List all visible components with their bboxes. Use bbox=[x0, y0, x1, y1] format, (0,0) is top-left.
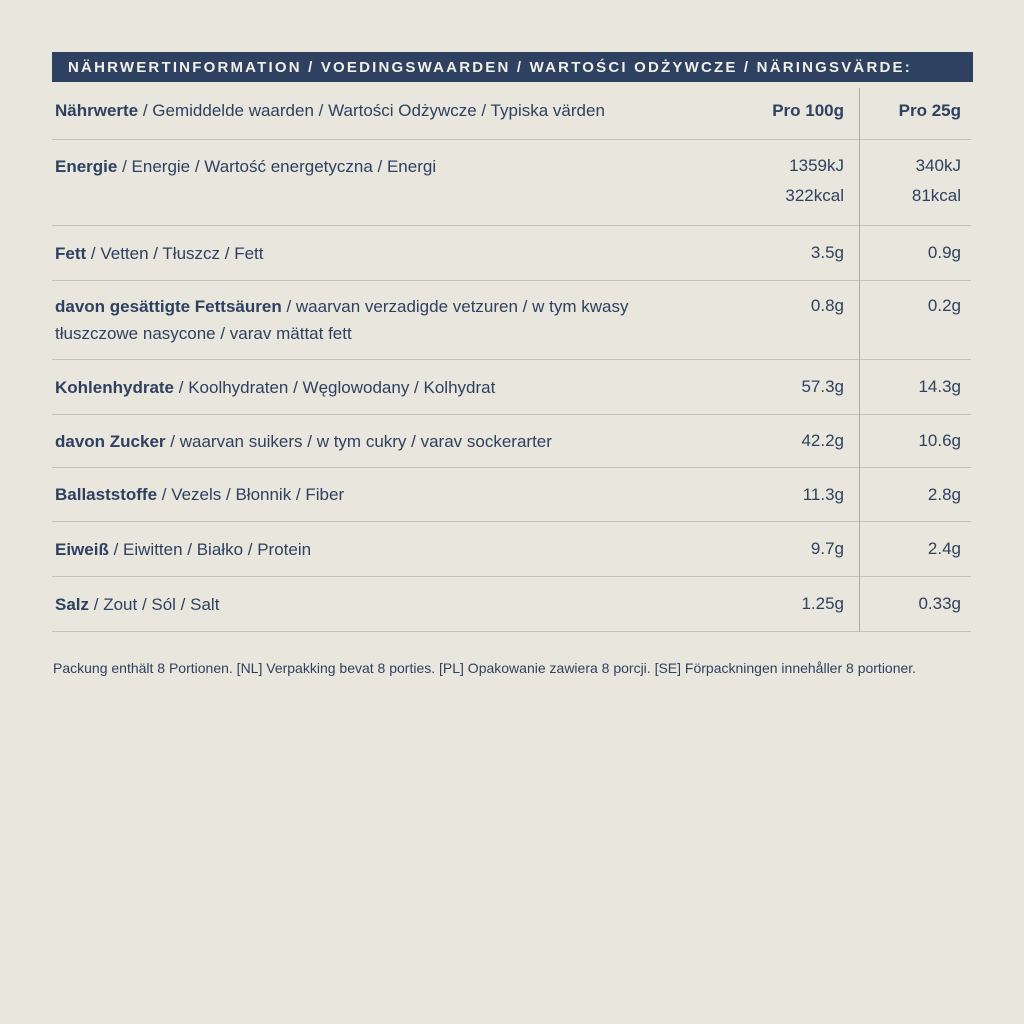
table-row: Energie / Energie / Wartość energetyczna… bbox=[52, 140, 971, 226]
value-per-25g: 2.8g bbox=[927, 484, 961, 504]
table-header-row: Nährwerte / Gemiddelde waarden / Wartośc… bbox=[52, 82, 971, 140]
table-row: Eiweiß / Eiwitten / Białko / Protein 9.7g… bbox=[52, 522, 971, 577]
header-term: Nährwerte bbox=[55, 101, 139, 120]
value-per-25g: 10.6g bbox=[918, 431, 961, 450]
nutrient-label: Kohlenhydrate / Koolhydraten / Węglowoda… bbox=[55, 377, 496, 397]
nutrient-label: davon gesättigte Fettsäuren / waarvan ve… bbox=[55, 297, 629, 343]
value-per-100g: 1359kJ 322kcal bbox=[785, 156, 844, 205]
table-row: davon Zucker / waarvan suikers / w tym c… bbox=[52, 415, 971, 468]
title-bar-text: NÄHRWERTINFORMATION / VOEDINGSWAARDEN / … bbox=[68, 58, 912, 76]
nutrient-label: Eiweiß / Eiwitten / Białko / Protein bbox=[55, 539, 312, 559]
nutrient-label: davon Zucker / waarvan suikers / w tym c… bbox=[55, 431, 552, 451]
value-per-100g: 9.7g bbox=[810, 539, 844, 558]
nutrient-label: Ballaststoffe / Vezels / Błonnik / Fiber bbox=[55, 485, 345, 504]
value-per-25g: 0.9g bbox=[927, 243, 961, 262]
value-per-100g: 57.3g bbox=[801, 377, 844, 396]
table-row: davon gesättigte Fettsäuren / waarvan ve… bbox=[52, 281, 971, 360]
value-per-25g: 0.33g bbox=[918, 594, 961, 613]
value-per-25g: 0.2g bbox=[927, 296, 961, 315]
table-row: Salz / Zout / Sól / Salt 1.25g 0.33g bbox=[52, 577, 971, 632]
value-per-25g: 340kJ 81kcal bbox=[911, 156, 961, 205]
column-divider bbox=[859, 88, 860, 632]
nutrient-label: Energie / Energie / Wartość energetyczna… bbox=[55, 157, 437, 176]
value-per-25g: 2.4g bbox=[927, 539, 961, 558]
nutrient-label: Salz / Zout / Sól / Salt bbox=[55, 594, 220, 614]
title-bar: NÄHRWERTINFORMATION / VOEDINGSWAARDEN / … bbox=[52, 52, 973, 82]
nutrition-table: Nährwerte / Gemiddelde waarden / Wartośc… bbox=[52, 82, 971, 632]
table-row: Fett / Vetten / Tłuszcz / Fett 3.5g 0.9g bbox=[52, 226, 971, 281]
value-per-100g: 42.2g bbox=[801, 431, 844, 450]
nutrient-label: Fett / Vetten / Tłuszcz / Fett bbox=[55, 243, 264, 263]
value-per-100g: 0.8g bbox=[810, 296, 844, 315]
header-translations: / Gemiddelde waarden / Wartości Odżywcze… bbox=[138, 101, 605, 120]
header-per-100g: Pro 100g bbox=[772, 100, 844, 120]
table-row: Ballaststoffe / Vezels / Błonnik / Fiber… bbox=[52, 468, 971, 522]
table-row: Kohlenhydrate / Koolhydraten / Węglowoda… bbox=[52, 360, 971, 415]
header-per-25g: Pro 25g bbox=[898, 100, 961, 120]
value-per-100g: 3.5g bbox=[810, 243, 844, 262]
value-per-100g: 1.25g bbox=[801, 594, 844, 613]
nutrition-label: NÄHRWERTINFORMATION / VOEDINGSWAARDEN / … bbox=[52, 52, 973, 676]
header-nutrients-label: Nährwerte / Gemiddelde waarden / Wartośc… bbox=[52, 97, 694, 124]
value-per-25g: 14.3g bbox=[918, 377, 961, 396]
servings-note: Packung enthält 8 Portionen. [NL] Verpak… bbox=[53, 660, 917, 676]
value-per-100g: 11.3g bbox=[802, 484, 844, 504]
